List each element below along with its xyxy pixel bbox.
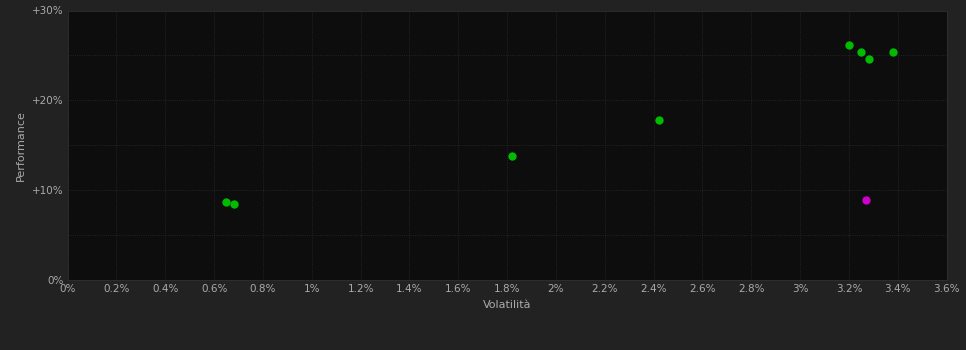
Point xyxy=(651,117,667,123)
Point xyxy=(504,153,520,159)
Point xyxy=(841,42,857,48)
Point xyxy=(885,49,900,55)
Y-axis label: Performance: Performance xyxy=(16,110,26,181)
Point xyxy=(861,56,876,62)
X-axis label: Volatilità: Volatilità xyxy=(483,300,531,310)
Point xyxy=(218,199,234,205)
Point xyxy=(226,201,242,206)
Point xyxy=(854,49,869,55)
Point xyxy=(859,197,874,203)
